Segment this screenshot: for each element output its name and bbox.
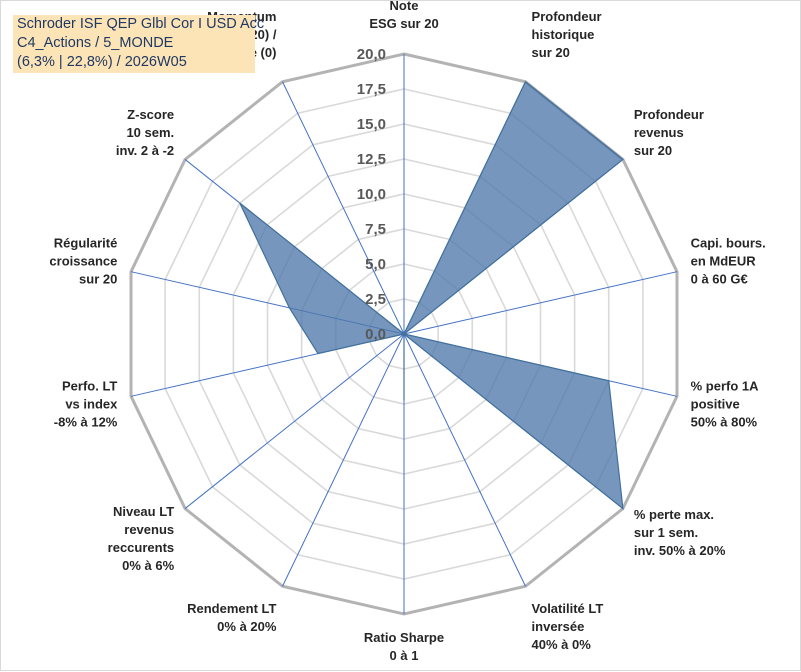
tick-label: 0,0 [365,326,386,343]
tick-label: 10,0 [357,186,386,203]
tick-label: 12,5 [357,151,386,168]
tick-label: 5,0 [365,256,386,273]
data-series-area [240,82,623,509]
chart-title-box: Schroder ISF QEP Glbl Cor I USD Acc C4_A… [13,15,255,73]
axis-label: % perte max.sur 1 sem.inv. 50% à 20% [634,507,726,558]
chart-title-line-3: (6,3% | 22,8%) / 2026W05 [17,53,251,72]
chart-title-line-1: Schroder ISF QEP Glbl Cor I USD Acc [17,15,251,34]
tick-label: 17,5 [357,81,386,98]
tick-label: 15,0 [357,116,386,133]
chart-title-line-2: C4_Actions / 5_MONDE [17,34,251,53]
axis-spoke [283,334,404,586]
tick-label: 2,5 [365,291,386,308]
tick-label: 7,5 [365,221,386,238]
tick-label: 20,0 [357,46,386,63]
